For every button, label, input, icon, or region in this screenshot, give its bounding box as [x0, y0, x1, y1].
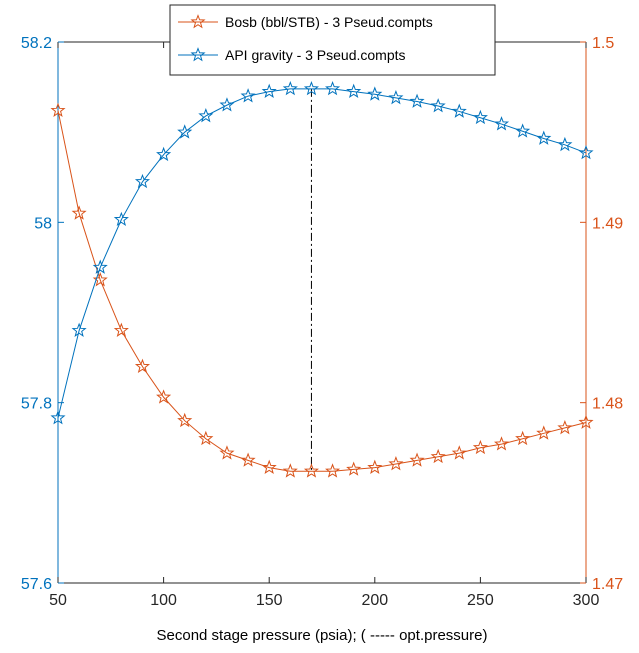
x-tick-label: 100: [150, 592, 177, 609]
data-point: [367, 86, 383, 101]
x-tick-label: 150: [256, 592, 283, 609]
data-point: [177, 124, 193, 139]
data-point: [303, 463, 319, 478]
left-y-tick-label: 58: [34, 215, 52, 232]
data-point: [388, 89, 404, 105]
series-layer: [50, 80, 594, 478]
data-point: [50, 410, 66, 425]
data-point: [557, 136, 573, 152]
legend-label: Bosb (bbl/STB) - 3 Pseud.compts: [225, 14, 433, 30]
data-point: [156, 146, 172, 162]
data-point: [451, 103, 467, 118]
right-y-axis-ticks: 1.47 1.48 1.49 1.5: [580, 35, 623, 593]
plot-area: [57, 41, 587, 584]
data-point: [198, 108, 214, 123]
data-point: [578, 144, 594, 160]
data-point: [346, 83, 362, 99]
x-axis-label: Second stage pressure (psia); ( ----- op…: [157, 627, 488, 644]
legend: Bosb (bbl/STB) - 3 Pseud.compts API gravi…: [169, 4, 496, 76]
data-point: [282, 463, 298, 478]
data-point: [472, 109, 488, 125]
x-tick-label: 50: [49, 592, 67, 609]
right-y-tick-label: 1.5: [592, 35, 614, 52]
data-point: [177, 412, 193, 428]
data-point: [261, 459, 277, 475]
data-point: [219, 445, 235, 460]
data-point: [303, 80, 319, 96]
data-point: [240, 452, 256, 467]
left-y-axis-ticks: 57.6 57.8 58 58.2: [21, 35, 64, 593]
data-point: [346, 461, 362, 476]
data-point: [325, 463, 341, 478]
data-point: [198, 430, 214, 446]
data-point: [92, 272, 108, 287]
data-point: [430, 448, 446, 464]
legend-label: API gravity - 3 Pseud.compts: [225, 47, 406, 63]
data-point: [134, 173, 151, 189]
data-point: [71, 205, 87, 220]
data-point: [515, 430, 531, 446]
legend-marker: [190, 47, 206, 62]
right-y-tick-label: 1.47: [592, 576, 623, 593]
data-point: [92, 259, 108, 274]
left-y-tick-label: 57.8: [21, 396, 52, 413]
data-point: [536, 425, 552, 440]
x-tick-label: 250: [467, 592, 494, 609]
data-point: [325, 80, 341, 96]
data-point: [282, 80, 298, 96]
data-point: [578, 414, 594, 429]
data-point: [472, 439, 488, 455]
data-point: [113, 322, 129, 337]
legend-items: Bosb (bbl/STB) - 3 Pseud.compts API gravi…: [178, 14, 433, 63]
data-point: [367, 459, 383, 475]
data-point: [71, 322, 87, 337]
data-point: [493, 436, 510, 451]
data-point: [557, 419, 573, 435]
x-tick-label: 200: [361, 592, 388, 609]
left-y-tick-label: 57.6: [21, 576, 52, 593]
data-point: [451, 445, 467, 460]
data-point: [219, 97, 235, 112]
data-point: [515, 123, 531, 138]
plot-frame: [58, 42, 586, 583]
data-point: [240, 88, 256, 103]
data-point: [409, 452, 425, 467]
series-line: [57, 88, 587, 419]
data-point: [156, 389, 172, 404]
data-point: [134, 358, 151, 374]
data-point: [50, 102, 66, 117]
legend-box: [169, 4, 496, 76]
series-api-gravity: [50, 80, 594, 425]
legend-marker: [190, 14, 206, 29]
series-bosb: [50, 102, 594, 478]
data-point: [261, 83, 277, 99]
data-point: [536, 130, 552, 145]
data-point: [409, 93, 425, 108]
data-point: [430, 98, 446, 113]
x-tick-label: 300: [573, 592, 600, 609]
right-y-tick-label: 1.49: [592, 215, 623, 232]
data-point: [388, 456, 404, 471]
left-y-tick-label: 58.2: [21, 35, 52, 52]
data-point: [493, 116, 510, 131]
right-y-tick-label: 1.48: [592, 396, 623, 413]
data-point: [113, 211, 129, 227]
